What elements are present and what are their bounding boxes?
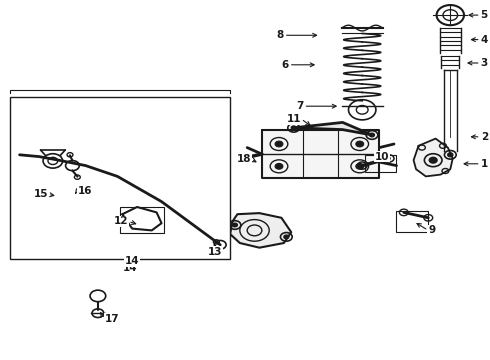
Text: 14: 14 — [125, 256, 140, 266]
Circle shape — [356, 141, 364, 147]
Polygon shape — [262, 130, 379, 178]
Text: 13: 13 — [208, 247, 222, 257]
Circle shape — [369, 133, 374, 137]
Polygon shape — [294, 122, 372, 135]
Bar — [365, 155, 396, 172]
Text: 2: 2 — [481, 132, 488, 142]
Text: 3: 3 — [481, 58, 488, 68]
Text: 4: 4 — [481, 35, 488, 45]
Text: 6: 6 — [282, 60, 289, 70]
Text: 7: 7 — [296, 101, 303, 111]
Bar — [10, 97, 230, 259]
Bar — [396, 211, 428, 232]
Circle shape — [356, 163, 364, 169]
Text: 14: 14 — [122, 263, 137, 273]
Text: 12: 12 — [114, 216, 128, 226]
Text: 18: 18 — [237, 154, 251, 164]
Text: 10: 10 — [374, 152, 389, 162]
Circle shape — [429, 157, 437, 163]
Bar — [120, 207, 164, 233]
Text: 1: 1 — [481, 159, 488, 169]
Circle shape — [275, 163, 283, 169]
Text: 8: 8 — [277, 30, 284, 40]
Text: 17: 17 — [105, 314, 120, 324]
Circle shape — [291, 126, 296, 130]
Text: 16: 16 — [77, 186, 92, 196]
Text: 15: 15 — [33, 189, 48, 199]
Polygon shape — [122, 207, 162, 230]
Polygon shape — [230, 213, 291, 248]
Circle shape — [284, 235, 289, 239]
Circle shape — [275, 141, 283, 147]
Circle shape — [232, 223, 237, 227]
Circle shape — [448, 153, 453, 157]
Text: 11: 11 — [287, 114, 301, 124]
Text: 9: 9 — [428, 225, 436, 235]
Polygon shape — [414, 139, 453, 176]
Text: 5: 5 — [481, 10, 488, 20]
